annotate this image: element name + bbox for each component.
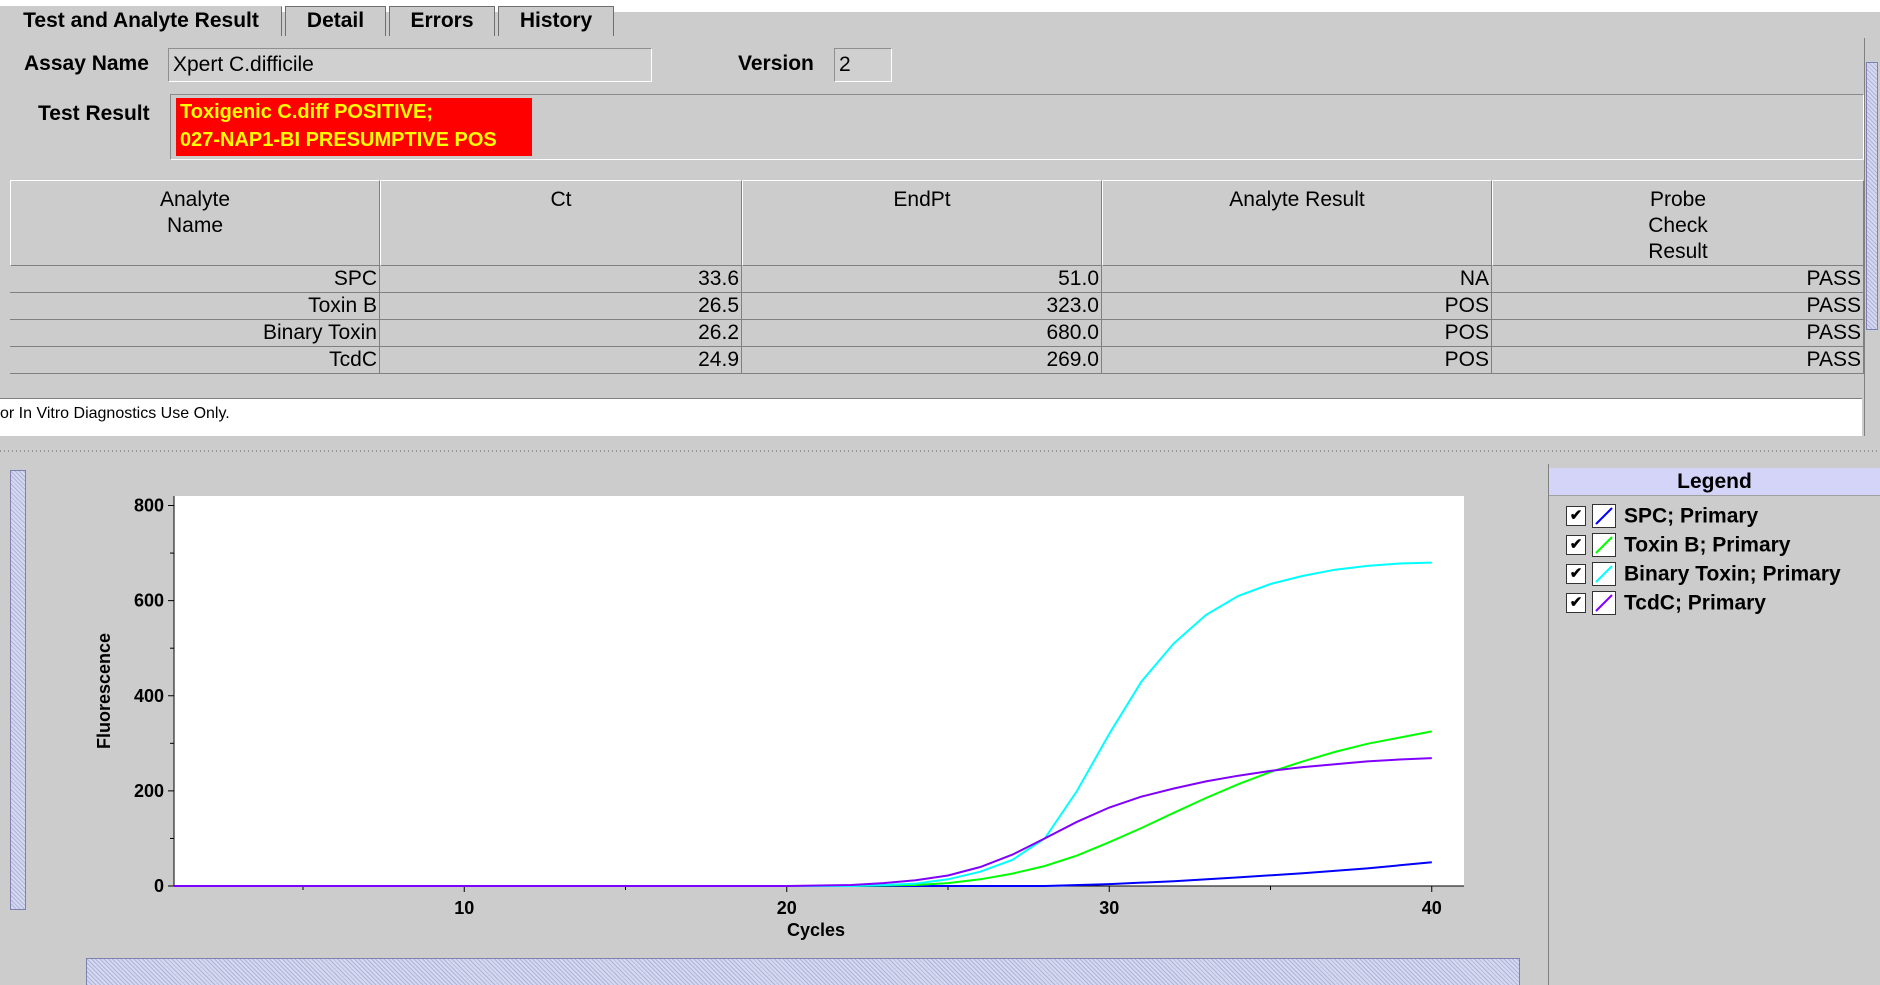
table-cell[interactable]: POS: [1102, 320, 1492, 347]
table-cell[interactable]: PASS: [1492, 320, 1864, 347]
x-tick-label: 40: [1422, 898, 1442, 918]
column-header-analyte-result[interactable]: Analyte Result: [1102, 180, 1492, 266]
fluorescence-chart: 0 200 400 600 800 10 20 30 40 Cycles Fluorescenc…: [94, 496, 1464, 940]
table-cell[interactable]: Toxin B: [10, 293, 380, 320]
table-cell[interactable]: NA: [1102, 266, 1492, 293]
line-swatch-icon: [1592, 533, 1616, 558]
table-cell[interactable]: 26.5: [380, 293, 742, 320]
test-result-line-1: Toxigenic C.diff POSITIVE;: [180, 101, 433, 123]
legend-item-label: SPC; Primary: [1624, 504, 1759, 528]
table-cell[interactable]: PASS: [1492, 293, 1864, 320]
y-axis-label: Fluorescence: [94, 633, 114, 749]
scrollbar-thumb[interactable]: [1866, 62, 1878, 330]
legend-title: Legend: [1549, 468, 1880, 496]
y-tick-label: 600: [134, 591, 164, 611]
y-tick-label: 800: [134, 496, 164, 516]
column-header-analyte-name[interactable]: Analyte Name: [10, 180, 380, 266]
table-cell[interactable]: TcdC: [10, 347, 380, 374]
line-swatch-icon: [1592, 562, 1616, 587]
column-header-ct[interactable]: Ct: [380, 180, 742, 266]
tab-errors[interactable]: Errors: [389, 6, 495, 36]
column-header-endpt-label: EndPt: [893, 188, 951, 211]
y-tick-label: 0: [154, 876, 164, 896]
test-result-label: Test Result: [38, 102, 150, 125]
tab-test-and-analyte-result[interactable]: Test and Analyte Result: [0, 6, 282, 36]
analyte-table: Analyte Name Ct EndPt Analyte Result Prob…: [10, 180, 1864, 380]
table-cell[interactable]: PASS: [1492, 266, 1864, 293]
column-header-endpt[interactable]: EndPt: [742, 180, 1102, 266]
table-cell[interactable]: 33.6: [380, 266, 742, 293]
column-header-probe-check-result-label: Probe Check Result: [1648, 188, 1708, 263]
table-cell[interactable]: 680.0: [742, 320, 1102, 347]
table-cell[interactable]: 26.2: [380, 320, 742, 347]
tab-history[interactable]: History: [498, 6, 614, 36]
table-cell[interactable]: POS: [1102, 347, 1492, 374]
table-cell[interactable]: 24.9: [380, 347, 742, 374]
chart-horizontal-slider[interactable]: [86, 958, 1520, 985]
x-axis-label: Cycles: [787, 920, 845, 940]
legend-item-binary-toxin[interactable]: ✔ Binary Toxin; Primary: [1566, 560, 1841, 588]
legend-item-tcdc[interactable]: ✔ TcdC; Primary: [1566, 589, 1766, 617]
legend-item-spc[interactable]: ✔ SPC; Primary: [1566, 502, 1758, 530]
table-cell[interactable]: PASS: [1492, 347, 1864, 374]
table-cell[interactable]: SPC: [10, 266, 380, 293]
x-tick-label: 20: [777, 898, 797, 918]
legend-item-label: TcdC; Primary: [1624, 591, 1766, 615]
column-header-analyte-result-label: Analyte Result: [1229, 188, 1365, 211]
series-line-tcdc: [174, 757, 1432, 887]
ivd-notice: or In Vitro Diagnostics Use Only.: [0, 398, 1862, 436]
chart-vertical-slider[interactable]: [10, 470, 26, 910]
y-tick-label: 200: [134, 781, 164, 801]
legend-item-toxin-b[interactable]: ✔ Toxin B; Primary: [1566, 531, 1790, 559]
test-result-highlight: Toxigenic C.diff POSITIVE; 027-NAP1-BI P…: [176, 98, 532, 156]
tab-strip: [0, 0, 1880, 12]
line-swatch-icon: [1592, 591, 1616, 616]
checkbox-icon[interactable]: ✔: [1566, 564, 1586, 585]
legend-item-label: Binary Toxin; Primary: [1624, 562, 1841, 586]
assay-name-field[interactable]: Xpert C.difficile: [168, 48, 652, 82]
tab-detail[interactable]: Detail: [285, 6, 386, 36]
test-result-line-2: 027-NAP1-BI PRESUMPTIVE POS: [180, 129, 497, 151]
column-header-probe-check-result[interactable]: Probe Check Result: [1492, 180, 1864, 266]
checkbox-icon[interactable]: ✔: [1566, 535, 1586, 556]
checkbox-icon[interactable]: ✔: [1566, 506, 1586, 527]
series-layer: [174, 561, 1432, 887]
column-header-ct-label: Ct: [550, 188, 572, 211]
assay-name-label: Assay Name: [24, 52, 149, 75]
table-cell[interactable]: POS: [1102, 293, 1492, 320]
legend-item-label: Toxin B; Primary: [1624, 533, 1791, 557]
checkbox-icon[interactable]: ✔: [1566, 593, 1586, 614]
column-header-analyte-name-label: Analyte Name: [159, 188, 231, 237]
split-pane-divider[interactable]: [0, 446, 1880, 456]
table-cell[interactable]: Binary Toxin: [10, 320, 380, 347]
table-cell[interactable]: 323.0: [742, 293, 1102, 320]
table-cell[interactable]: 269.0: [742, 347, 1102, 374]
y-tick-label: 400: [134, 686, 164, 706]
x-tick-label: 30: [1099, 898, 1119, 918]
x-tick-label: 10: [454, 898, 474, 918]
version-field[interactable]: 2: [834, 48, 892, 82]
plot-area: [174, 496, 1464, 886]
line-swatch-icon: [1592, 504, 1616, 529]
table-cell[interactable]: 51.0: [742, 266, 1102, 293]
version-label: Version: [738, 52, 814, 75]
